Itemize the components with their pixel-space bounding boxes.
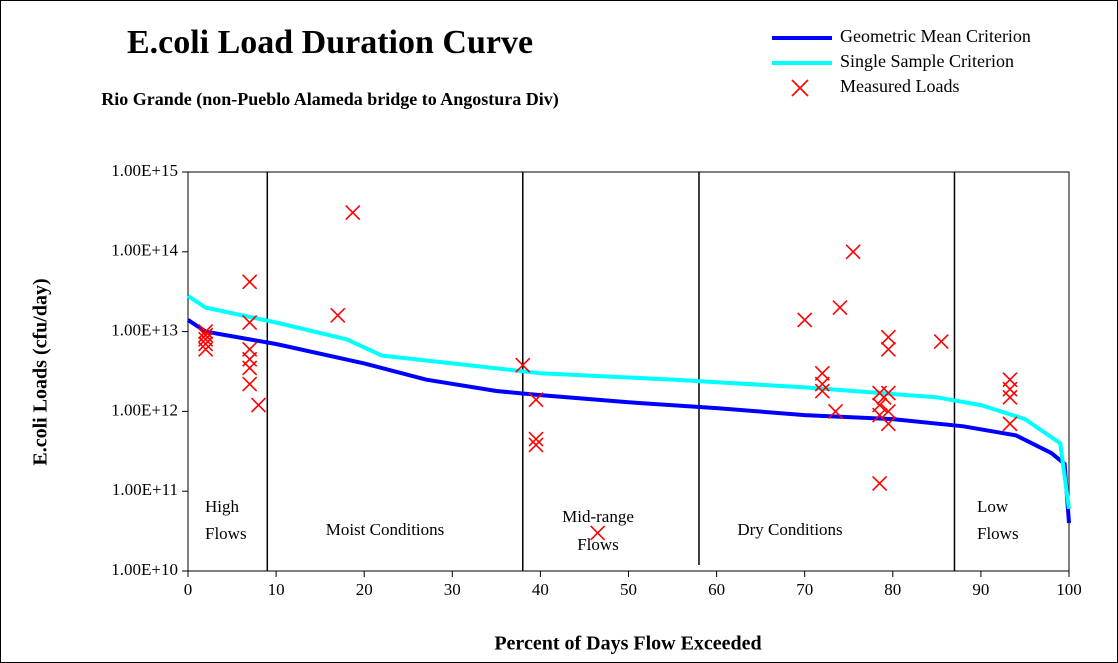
measured-load: [198, 336, 214, 352]
x-tick-label: 70: [796, 580, 813, 599]
x-tick-label: 20: [356, 580, 373, 599]
region-label: Flows: [977, 524, 1019, 543]
y-tick-label: 1.00E+13: [111, 321, 178, 340]
x-tick-label: 90: [972, 580, 989, 599]
legend-label: Single Sample Criterion: [840, 51, 1014, 71]
measured-load: [345, 205, 361, 221]
measured-load: [933, 334, 949, 350]
measured-load: [330, 307, 346, 323]
region-label: Low: [977, 497, 1009, 516]
measured-load: [880, 385, 896, 401]
measured-load: [814, 376, 830, 392]
measured-load: [880, 341, 896, 357]
measured-load: [242, 376, 258, 392]
y-tick-label: 1.00E+15: [111, 161, 178, 180]
region-label: Mid-range: [562, 507, 634, 526]
criterion-line: [186, 294, 1071, 510]
x-tick-label: 100: [1056, 580, 1082, 599]
measured-load: [528, 431, 544, 447]
chart-subtitle: Rio Grande (non-Pueblo Alameda bridge to…: [101, 89, 559, 110]
measured-load: [880, 403, 896, 419]
measured-load: [528, 437, 544, 453]
legend-marker: [791, 79, 809, 97]
criterion-line: [186, 318, 1071, 524]
measured-load: [198, 324, 214, 340]
x-tick-label: 80: [884, 580, 901, 599]
y-tick-label: 1.00E+14: [111, 241, 178, 260]
region-label: Flows: [577, 535, 619, 554]
region-label: Dry Conditions: [737, 520, 842, 539]
measured-load: [880, 329, 896, 345]
measured-load: [832, 300, 848, 316]
measured-load: [814, 383, 830, 399]
y-axis-label: E.coli Loads (cfu/day): [30, 278, 52, 465]
measured-load: [515, 357, 531, 373]
measured-load: [872, 475, 888, 492]
y-tick-label: 1.00E+10: [111, 560, 178, 579]
x-tick-label: 30: [444, 580, 461, 599]
measured-load: [1002, 381, 1018, 397]
region-label: Flows: [205, 524, 247, 543]
measured-load: [590, 525, 606, 541]
measured-load: [528, 392, 544, 408]
legend-label: Measured Loads: [840, 76, 959, 96]
y-tick-label: 1.00E+12: [111, 400, 178, 419]
measured-load: [198, 341, 214, 357]
region-label: Moist Conditions: [326, 520, 445, 539]
measured-load: [250, 397, 267, 413]
x-tick-label: 10: [268, 580, 285, 599]
legend-label: Geometric Mean Criterion: [840, 26, 1031, 46]
measured-load: [1002, 416, 1018, 432]
x-axis-label: Percent of Days Flow Exceeded: [494, 633, 761, 655]
measured-load: [242, 274, 258, 290]
x-tick-label: 50: [620, 580, 637, 599]
measured-load: [797, 312, 813, 328]
measured-load: [814, 365, 830, 381]
measured-load: [242, 314, 258, 331]
region-label: High: [205, 497, 240, 516]
x-tick-label: 40: [532, 580, 549, 599]
x-tick-label: 0: [184, 580, 193, 599]
measured-load: [242, 360, 258, 376]
measured-load: [880, 416, 896, 432]
x-tick-label: 60: [708, 580, 725, 599]
measured-load: [827, 403, 844, 419]
y-tick-label: 1.00E+11: [112, 480, 178, 499]
measured-load: [1002, 389, 1018, 405]
chart-title: E.coli Load Duration Curve: [127, 24, 533, 61]
measured-load: [845, 244, 861, 260]
plot-area: [187, 171, 1070, 572]
